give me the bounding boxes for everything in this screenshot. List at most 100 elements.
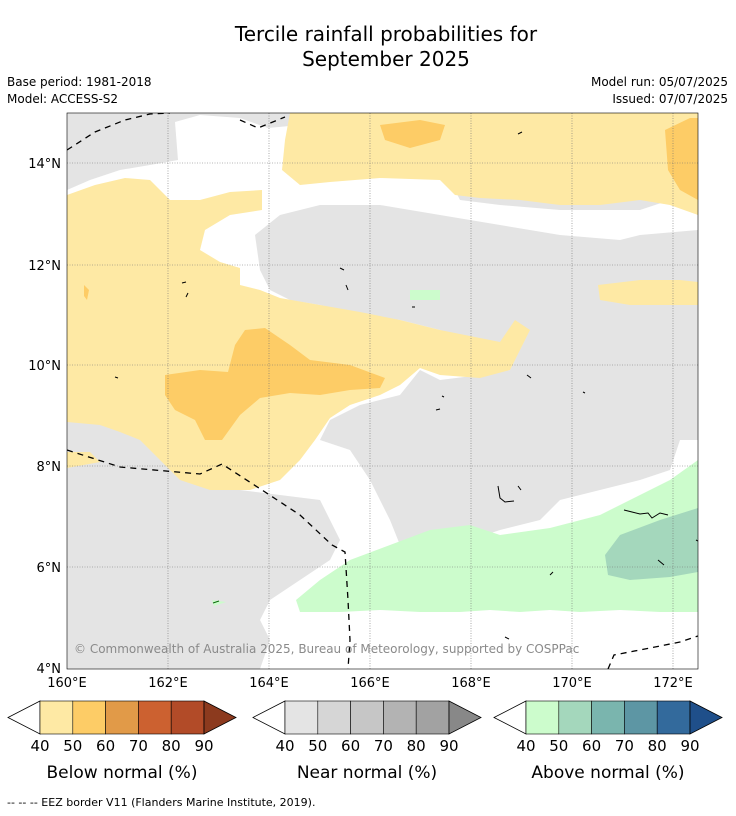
island bbox=[549, 571, 554, 576]
island bbox=[181, 281, 187, 284]
colorbar-segment bbox=[558, 700, 592, 735]
below-normal-strong-region bbox=[165, 328, 385, 440]
lon-label: 170°E bbox=[552, 676, 592, 691]
colorbar-tick-label: 70 bbox=[374, 737, 393, 755]
colorbar-above-normal: 40 50 60 70 80 90 Above normal (%) bbox=[493, 700, 723, 783]
colorbar-segment bbox=[656, 700, 691, 735]
colorbar-segment bbox=[350, 700, 384, 735]
colorbar-segment bbox=[138, 700, 172, 735]
colorbar-segment bbox=[284, 700, 319, 735]
colorbar-label: Below normal (%) bbox=[47, 763, 198, 783]
colorbar-tick-label: 80 bbox=[407, 737, 426, 755]
lat-label: 4°N bbox=[37, 662, 62, 677]
colorbar-label: Above normal (%) bbox=[531, 763, 684, 783]
above-normal-region bbox=[296, 460, 698, 612]
latitude-labels: 4°N 6°N 8°N 10°N 12°N 14°N bbox=[28, 157, 61, 677]
colorbar-segment bbox=[39, 700, 74, 735]
colorbar-under-triangle bbox=[252, 700, 286, 735]
colorbar-over-triangle bbox=[448, 700, 482, 735]
colorbar-tick-label: 40 bbox=[275, 737, 294, 755]
island bbox=[695, 539, 698, 542]
base-period: Base period: 1981-2018 bbox=[7, 75, 152, 89]
above-normal-region bbox=[212, 600, 226, 606]
island bbox=[339, 267, 345, 271]
near-normal-region bbox=[67, 420, 340, 669]
lon-label: 168°E bbox=[451, 676, 491, 691]
below-normal-region bbox=[598, 280, 698, 305]
colorbar-below-normal: 40 50 60 70 80 90 Below normal (%) bbox=[7, 700, 237, 783]
colorbar-segment bbox=[170, 700, 205, 735]
issued-date: Issued: 07/07/2025 bbox=[612, 92, 728, 106]
island bbox=[212, 600, 220, 604]
island bbox=[657, 559, 665, 566]
colorbar-label: Near normal (%) bbox=[297, 763, 437, 783]
eez-borders bbox=[67, 113, 698, 669]
map-title: Tercile rainfall probabilities for Septe… bbox=[0, 22, 736, 72]
title-line-1: Tercile rainfall probabilities for bbox=[234, 22, 538, 46]
colorbar-segment bbox=[105, 700, 139, 735]
colorbar-tick-label: 60 bbox=[341, 737, 360, 755]
island bbox=[441, 395, 445, 398]
island bbox=[114, 376, 119, 379]
colorbar-tick-label: 50 bbox=[549, 737, 568, 755]
colorbar-tick-label: 40 bbox=[30, 737, 49, 755]
meta-left: Base period: 1981-2018 Model: ACCESS-S2 bbox=[7, 74, 152, 108]
colorbar-tick-label: 50 bbox=[63, 737, 82, 755]
colorbar-tick-label: 80 bbox=[162, 737, 181, 755]
colorbar-segment bbox=[525, 700, 560, 735]
island bbox=[497, 485, 515, 503]
below-normal-strong-region bbox=[380, 120, 445, 148]
colorbar-over-triangle bbox=[203, 700, 237, 735]
colorbar-under-triangle bbox=[7, 700, 41, 735]
lat-label: 8°N bbox=[37, 460, 62, 475]
island bbox=[435, 408, 441, 411]
eez-footnote: -- -- -- EEZ border V11 (Flanders Marine… bbox=[7, 796, 316, 809]
colorbar-segment bbox=[591, 700, 625, 735]
copyright-text: © Commonwealth of Australia 2025, Bureau… bbox=[74, 642, 579, 656]
map-plot-area: © Commonwealth of Australia 2025, Bureau… bbox=[67, 113, 698, 669]
island bbox=[185, 292, 189, 298]
colorbar-tick-label: 90 bbox=[439, 737, 458, 755]
below-normal-region bbox=[67, 452, 100, 468]
colorbar-tick-label: 70 bbox=[129, 737, 148, 755]
island-outlines bbox=[114, 131, 698, 640]
above-normal-strong-region bbox=[605, 508, 698, 580]
lat-label: 10°N bbox=[28, 359, 61, 374]
near-normal-region bbox=[67, 113, 320, 190]
lon-label: 166°E bbox=[350, 676, 390, 691]
eez-border-line bbox=[67, 449, 351, 669]
above-normal-region bbox=[410, 290, 440, 300]
model-run: Model run: 05/07/2025 bbox=[590, 75, 728, 89]
lat-label: 12°N bbox=[28, 259, 61, 274]
above-normal-regions bbox=[212, 290, 698, 612]
colorbar-tick-label: 80 bbox=[648, 737, 667, 755]
colorbar-segment bbox=[72, 700, 106, 735]
island bbox=[582, 391, 586, 394]
colorbar-segment bbox=[415, 700, 450, 735]
island bbox=[517, 131, 523, 135]
colorbar-tick-label: 60 bbox=[582, 737, 601, 755]
gridlines bbox=[67, 113, 698, 669]
colorbar-under-triangle bbox=[493, 700, 527, 735]
lon-label: 164°E bbox=[249, 676, 289, 691]
lon-label: 160°E bbox=[47, 676, 87, 691]
lat-label: 6°N bbox=[37, 561, 62, 576]
meta-right: Model run: 05/07/2025 Issued: 07/07/2025 bbox=[591, 74, 728, 108]
island bbox=[623, 509, 669, 519]
title-line-2: September 2025 bbox=[302, 47, 470, 71]
island bbox=[526, 374, 532, 379]
eez-border-line bbox=[67, 113, 171, 151]
lon-label: 162°E bbox=[148, 676, 188, 691]
colorbar-tick-label: 50 bbox=[308, 737, 327, 755]
island bbox=[504, 636, 510, 640]
colorbar-segment bbox=[317, 700, 351, 735]
eez-border-line bbox=[607, 635, 698, 669]
plot-frame bbox=[66, 112, 699, 670]
lon-label: 172°E bbox=[653, 676, 693, 691]
island bbox=[345, 284, 349, 291]
colorbar-tick-label: 70 bbox=[615, 737, 634, 755]
colorbar-tick-label: 90 bbox=[194, 737, 213, 755]
colorbar-tick-label: 90 bbox=[680, 737, 699, 755]
